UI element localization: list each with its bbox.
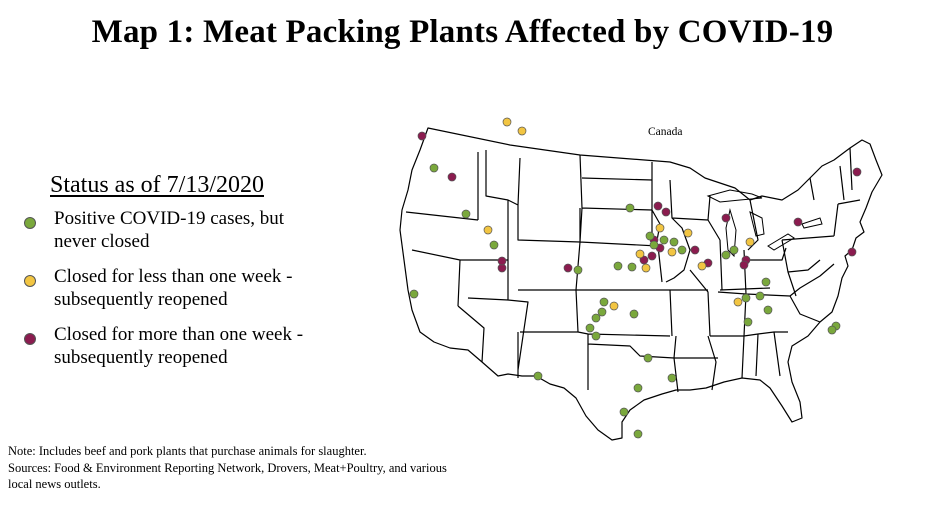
plant-marker-green [721,250,731,260]
plant-marker-maroon [661,207,671,217]
plant-marker-green [627,262,637,272]
plant-marker-green [827,325,837,335]
plant-marker-green [743,317,753,327]
plant-marker-yellow [745,237,755,247]
legend-label-line1: Positive COVID-19 cases, but [54,208,285,229]
plant-marker-green [755,291,765,301]
yellow-dot-icon [24,275,36,287]
plant-marker-green [667,373,677,383]
plant-marker-green [643,353,653,363]
plant-marker-green [645,231,655,241]
plant-marker-yellow [635,249,645,259]
plant-marker-green [633,429,643,439]
plant-marker-green [489,240,499,250]
map-title: Map 1: Meat Packing Plants Affected by C… [91,14,834,50]
great-lakes [706,189,823,258]
plant-marker-green [591,313,601,323]
legend-label-line1: Closed for less than one week - [54,266,293,287]
plant-marker-maroon [653,201,663,211]
plant-marker-green [573,265,583,275]
plant-marker-green [669,237,679,247]
plant-marker-green [585,323,595,333]
legend-label-line2: never closed [54,231,150,252]
state-borders [399,127,883,441]
plant-marker-green [409,289,419,299]
plant-marker-maroon [639,255,649,265]
plant-marker-green [729,245,739,255]
plant-marker-green [677,245,687,255]
plant-marker-green [633,383,643,393]
legend: Status as of 7/13/2020 Positive COVID-19… [22,172,382,381]
plant-marker-yellow [667,247,677,257]
plant-marker-maroon [563,263,573,273]
plant-marker-maroon [417,131,427,141]
plant-marker-green [659,235,669,245]
plant-marker-yellow [655,223,665,233]
legend-label-line2: subsequently reopened [54,289,228,310]
plant-marker-maroon [690,245,700,255]
plant-marker-maroon [793,217,803,227]
plant-marker-yellow [502,117,512,127]
legend-label-line2: subsequently reopened [54,347,228,368]
plant-marker-yellow [697,261,707,271]
lake-huron [749,211,765,237]
plant-marker-yellow [517,126,527,136]
legend-item-closed-less-week: Closed for less than one week - subseque… [22,265,382,311]
plant-marker-green [429,163,439,173]
plant-marker-maroon [721,213,731,223]
plant-marker-yellow [609,301,619,311]
plant-marker-green [761,277,771,287]
maroon-dot-icon [24,333,36,345]
lake-superior [706,189,763,203]
plant-marker-green [597,307,607,317]
plant-marker-green [613,261,623,271]
plant-marker-maroon [847,247,857,257]
us-outline [399,127,883,441]
plant-marker-green [763,305,773,315]
plant-marker-maroon [852,167,862,177]
legend-heading: Status as of 7/13/2020 [50,172,264,198]
plant-marker-green [533,371,543,381]
plant-marker-maroon [447,172,457,182]
plant-marker-green [599,297,609,307]
plant-marker-green [741,293,751,303]
legend-item-closed-more-week: Closed for more than one week - subseque… [22,323,382,369]
legend-label-line1: Closed for more than one week - [54,324,304,345]
note-line: Note: Includes beef and pork plants that… [8,444,367,458]
plant-marker-maroon [497,256,507,266]
plant-marker-yellow [683,228,693,238]
source-note: Note: Includes beef and pork plants that… [8,443,548,493]
legend-item-never-closed: Positive COVID-19 cases, but never close… [22,207,382,253]
plant-markers [409,117,862,439]
country-label-canada: Canada [648,126,682,138]
plant-marker-maroon [647,251,657,261]
us-map: Canada [399,117,883,441]
plant-marker-maroon [739,260,749,270]
green-dot-icon [24,217,36,229]
plant-marker-yellow [733,297,743,307]
plant-marker-yellow [641,263,651,273]
plant-marker-green [591,331,601,341]
plant-marker-green [625,203,635,213]
plant-marker-green [649,240,659,250]
plant-marker-green [629,309,639,319]
sources-line-continued: local news outlets. [8,477,101,491]
plant-marker-yellow [483,225,493,235]
plant-marker-green [619,407,629,417]
lake-erie [767,233,795,251]
sources-line: Sources: Food & Environment Reporting Ne… [8,460,447,475]
lake-ontario [801,217,823,229]
plant-marker-green [461,209,471,219]
